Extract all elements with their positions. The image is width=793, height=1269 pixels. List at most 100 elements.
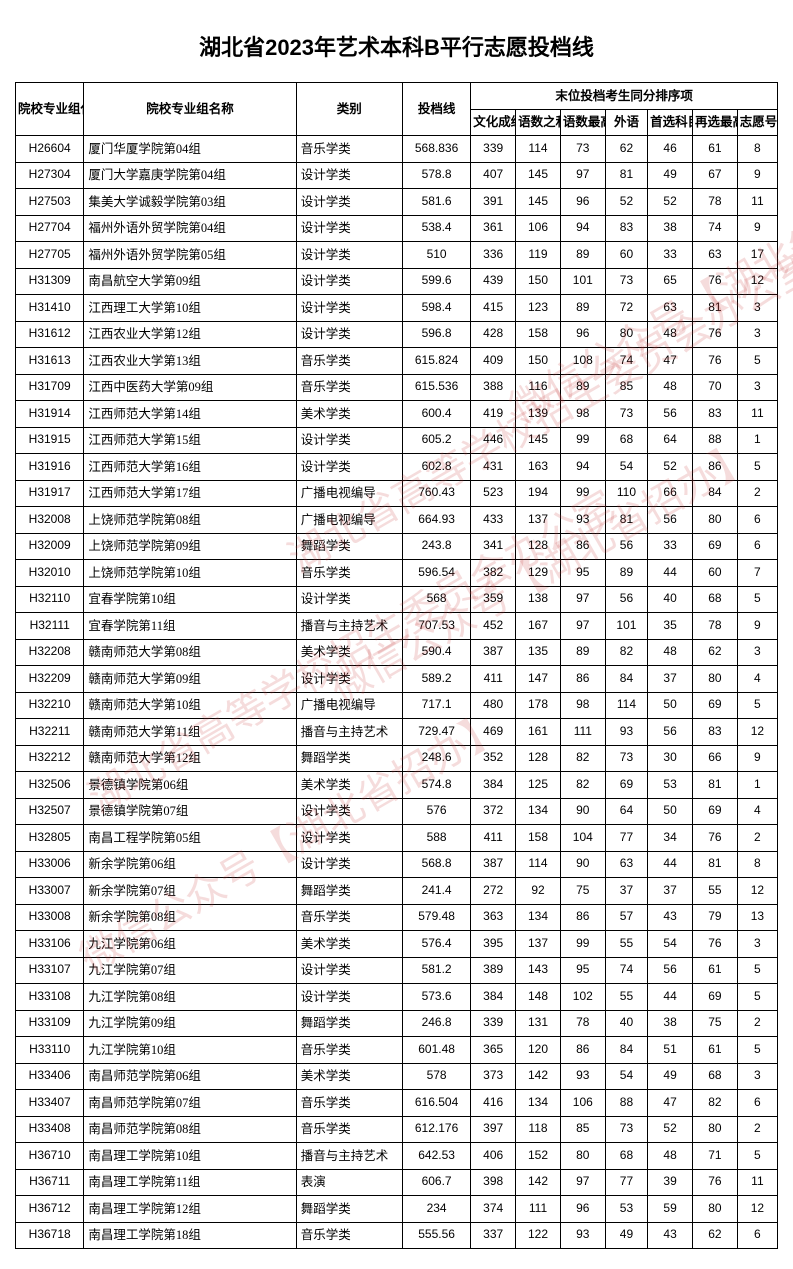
cell-sum: 131 [516, 1010, 561, 1037]
cell-sum: 118 [516, 1116, 561, 1143]
cell-first: 47 [648, 348, 693, 375]
cell-culture: 384 [471, 772, 516, 799]
cell-name: 集美大学诚毅学院第03组 [84, 189, 296, 216]
cell-foreign: 49 [605, 1222, 647, 1249]
cell-culture: 384 [471, 984, 516, 1011]
cell-second: 62 [692, 1222, 737, 1249]
cell-foreign: 80 [605, 321, 647, 348]
cell-wish: 9 [737, 613, 777, 640]
cell-sum: 143 [516, 957, 561, 984]
cell-category: 设计学类 [296, 242, 402, 269]
cell-foreign: 69 [605, 772, 647, 799]
cell-culture: 373 [471, 1063, 516, 1090]
cell-wish: 3 [737, 639, 777, 666]
cell-max: 98 [560, 401, 605, 428]
cell-second: 75 [692, 1010, 737, 1037]
cell-code: H31916 [16, 454, 84, 481]
table-row: H32209赣南师范大学第09组设计学类589.2411147868437804 [16, 666, 778, 693]
cell-max: 102 [560, 984, 605, 1011]
cell-code: H36711 [16, 1169, 84, 1196]
cell-first: 47 [648, 1090, 693, 1117]
cell-foreign: 55 [605, 931, 647, 958]
cell-sum: 145 [516, 427, 561, 454]
table-head: 院校专业组代号 院校专业组名称 类别 投档线 末位投档考生同分排序项 文化成绩 … [16, 83, 778, 136]
cell-foreign: 84 [605, 666, 647, 693]
cell-culture: 374 [471, 1196, 516, 1223]
cell-category: 音乐学类 [296, 1037, 402, 1064]
cell-max: 80 [560, 1143, 605, 1170]
cell-code: H32507 [16, 798, 84, 825]
cell-name: 宜春学院第11组 [84, 613, 296, 640]
cell-wish: 11 [737, 401, 777, 428]
cell-category: 美术学类 [296, 772, 402, 799]
cell-name: 赣南师范大学第09组 [84, 666, 296, 693]
table-row: H32111宜春学院第11组播音与主持艺术707.534521679710135… [16, 613, 778, 640]
cell-wish: 12 [737, 719, 777, 746]
cell-max: 96 [560, 189, 605, 216]
cell-culture: 409 [471, 348, 516, 375]
cell-wish: 6 [737, 507, 777, 534]
th-wish: 志愿号 [737, 109, 777, 136]
cell-name: 江西理工大学第10组 [84, 295, 296, 322]
cell-second: 61 [692, 957, 737, 984]
cell-category: 舞蹈学类 [296, 878, 402, 905]
cell-score: 598.4 [402, 295, 470, 322]
cell-sum: 138 [516, 586, 561, 613]
cell-category: 设计学类 [296, 268, 402, 295]
cell-foreign: 88 [605, 1090, 647, 1117]
cell-second: 60 [692, 560, 737, 587]
cell-sum: 163 [516, 454, 561, 481]
cell-culture: 352 [471, 745, 516, 772]
cell-code: H33008 [16, 904, 84, 931]
cell-sum: 194 [516, 480, 561, 507]
cell-score: 581.2 [402, 957, 470, 984]
cell-name: 南昌航空大学第09组 [84, 268, 296, 295]
cell-culture: 272 [471, 878, 516, 905]
table-row: H27704福州外语外贸学院第04组设计学类538.43611069483387… [16, 215, 778, 242]
cell-wish: 6 [737, 1222, 777, 1249]
cell-code: H32008 [16, 507, 84, 534]
cell-second: 70 [692, 374, 737, 401]
cell-category: 设计学类 [296, 162, 402, 189]
cell-second: 69 [692, 798, 737, 825]
cell-wish: 11 [737, 1169, 777, 1196]
cell-category: 音乐学类 [296, 1116, 402, 1143]
cell-second: 83 [692, 719, 737, 746]
cell-category: 音乐学类 [296, 348, 402, 375]
cell-wish: 9 [737, 162, 777, 189]
score-table: 院校专业组代号 院校专业组名称 类别 投档线 末位投档考生同分排序项 文化成绩 … [15, 82, 778, 1249]
cell-score: 234 [402, 1196, 470, 1223]
cell-name: 厦门华厦学院第04组 [84, 136, 296, 163]
cell-max: 86 [560, 904, 605, 931]
cell-foreign: 68 [605, 427, 647, 454]
cell-category: 设计学类 [296, 666, 402, 693]
cell-culture: 407 [471, 162, 516, 189]
cell-score: 568 [402, 586, 470, 613]
cell-score: 589.2 [402, 666, 470, 693]
cell-code: H32110 [16, 586, 84, 613]
table-row: H36711南昌理工学院第11组表演606.73981429777397611 [16, 1169, 778, 1196]
cell-second: 76 [692, 348, 737, 375]
cell-foreign: 57 [605, 904, 647, 931]
cell-max: 73 [560, 136, 605, 163]
cell-category: 设计学类 [296, 454, 402, 481]
cell-second: 81 [692, 772, 737, 799]
cell-category: 广播电视编导 [296, 507, 402, 534]
cell-score: 664.93 [402, 507, 470, 534]
cell-code: H33407 [16, 1090, 84, 1117]
cell-category: 舞蹈学类 [296, 1196, 402, 1223]
cell-foreign: 85 [605, 374, 647, 401]
cell-culture: 336 [471, 242, 516, 269]
cell-category: 音乐学类 [296, 136, 402, 163]
cell-first: 43 [648, 904, 693, 931]
cell-score: 600.4 [402, 401, 470, 428]
cell-sum: 145 [516, 189, 561, 216]
cell-max: 98 [560, 692, 605, 719]
th-max: 语数最高 [560, 109, 605, 136]
table-row: H27705福州外语外贸学院第05组设计学类510336119896033631… [16, 242, 778, 269]
cell-foreign: 54 [605, 1063, 647, 1090]
table-row: H33408南昌师范学院第08组音乐学类612.1763971188573528… [16, 1116, 778, 1143]
cell-foreign: 52 [605, 189, 647, 216]
cell-sum: 158 [516, 321, 561, 348]
cell-second: 68 [692, 1063, 737, 1090]
